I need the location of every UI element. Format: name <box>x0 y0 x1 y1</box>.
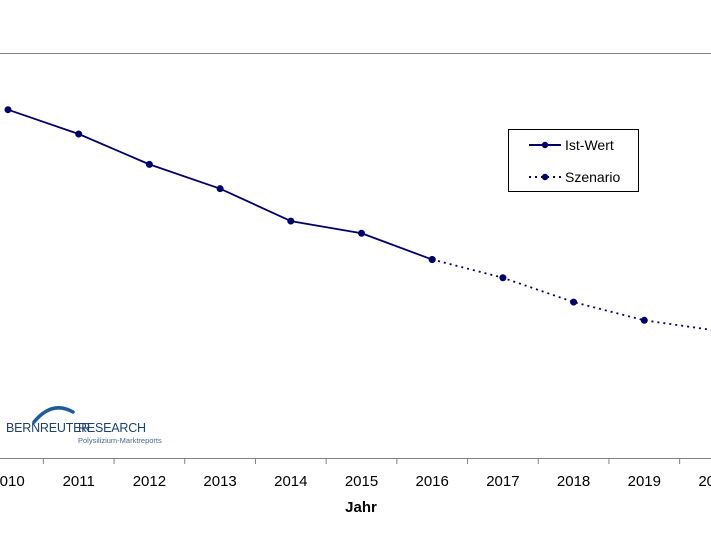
series-line-szenario <box>431 258 711 331</box>
x-tick-label-2014: 2014 <box>274 473 307 490</box>
data-point-ist-wert-2010 <box>4 106 12 114</box>
data-point-szenario-2016 <box>428 256 436 264</box>
logo-name-right: RESEARCH <box>78 421 146 435</box>
x-tick-label-2012: 2012 <box>133 473 166 490</box>
series-layer <box>4 106 711 331</box>
x-axis-tick-labels: 2010 2011 2012 2013 2014 2015 2016 2017 2018 2019… <box>0 473 711 490</box>
legend-box <box>508 129 639 192</box>
legend: Ist-Wert Szenario <box>508 129 639 192</box>
data-point-ist-wert-2015 <box>358 229 365 237</box>
data-point-szenario-2019 <box>640 316 648 324</box>
x-tick-label-2015: 2015 <box>345 473 378 490</box>
logo-tagline: Polysilizium-Marktreports <box>78 436 162 445</box>
legend-label-ist-wert: Ist-Wert <box>565 137 614 153</box>
x-tick-label-2011: 2011 <box>63 473 95 490</box>
data-point-ist-wert-2012 <box>145 160 153 168</box>
x-tick-label-2013: 2013 <box>203 473 236 490</box>
x-tick-label-2018: 2018 <box>557 473 590 490</box>
x-tick-label-2010: 2010 <box>0 473 25 490</box>
data-point-ist-wert-2014 <box>287 217 295 225</box>
logo-arc-icon <box>32 406 75 424</box>
x-axis-title: Jahr <box>345 499 377 516</box>
data-point-szenario-2018 <box>570 298 578 306</box>
bernreuter-logo: BERNREUTER RESEARCH Polysilizium-Marktre… <box>6 406 162 445</box>
x-tick-label-2017: 2017 <box>486 473 519 490</box>
series-line-ist-wert <box>7 108 433 261</box>
x-tick-label-2016: 2016 <box>416 473 449 490</box>
legend-marker-ist-wert <box>541 141 549 149</box>
data-point-ist-wert-2013 <box>216 185 224 193</box>
logo-name-left: BERNREUTER <box>6 421 90 435</box>
x-tick-label-2020: 2020 <box>698 473 711 490</box>
legend-marker-szenario <box>541 173 549 181</box>
data-point-szenario-2017 <box>499 274 507 282</box>
data-point-ist-wert-2011 <box>75 130 83 138</box>
x-tick-label-2019: 2019 <box>628 473 661 490</box>
x-axis-ticks <box>42 458 681 464</box>
legend-label-szenario: Szenario <box>565 169 620 185</box>
